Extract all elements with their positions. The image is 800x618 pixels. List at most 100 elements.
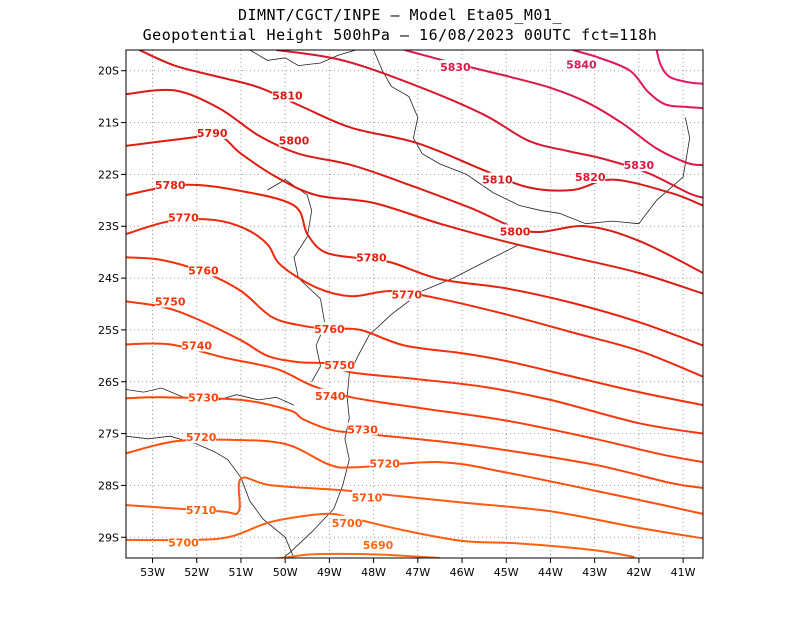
x-tick-label: 53W: [140, 566, 165, 579]
y-tick-label: 23S: [98, 220, 119, 233]
contour-label-bg: [272, 88, 303, 102]
contour-label-bg: [351, 490, 382, 504]
x-tick-label: 46W: [450, 566, 475, 579]
contour-label-5690: 5690: [363, 539, 394, 552]
contour-line-5770: [126, 218, 703, 378]
x-tick-label: 51W: [229, 566, 254, 579]
contour-label-5720: 5720: [369, 458, 400, 471]
contour-label-5780: 5780: [356, 251, 387, 264]
contour-line-5820: [276, 50, 703, 199]
contour-label-bg: [500, 224, 531, 238]
contour-label-5820: 5820: [575, 171, 606, 184]
contour-label-5780: 5780: [155, 179, 186, 192]
contour-label-5810: 5810: [482, 174, 513, 187]
contour-label-bg: [186, 430, 217, 444]
coastline-segment: [240, 477, 295, 558]
contour-label-5730: 5730: [347, 423, 378, 436]
contour-label-bg: [279, 133, 310, 147]
chart-title-line1: DIMNT/CGCT/INPE – Model Eta05_M01_: [237, 6, 563, 24]
coastline-segment: [267, 179, 326, 382]
contour-label-5700: 5700: [168, 536, 199, 549]
y-tick-label: 29S: [98, 531, 119, 544]
contour-label-bg: [575, 170, 606, 183]
contour-line-5800: [126, 88, 703, 274]
contour-line-5850: [655, 50, 703, 85]
contour-line-5720: [126, 438, 703, 515]
contour-label-5830: 5830: [440, 61, 471, 74]
contour-label-5710: 5710: [352, 491, 383, 504]
x-tick-label: 45W: [494, 566, 519, 579]
contour-line-5730: [126, 396, 703, 489]
contour-label-bg: [347, 422, 378, 436]
y-tick-label: 24S: [98, 272, 119, 285]
contour-label-bg: [181, 338, 212, 352]
contour-label-bg: [186, 502, 217, 516]
contour-label-5770: 5770: [168, 211, 199, 224]
coastline-segment: [373, 50, 691, 225]
x-tick-label: 41W: [671, 566, 696, 579]
x-tick-label: 43W: [582, 566, 607, 579]
contour-label-5750: 5750: [324, 359, 355, 372]
y-tick-label: 25S: [98, 324, 119, 337]
contour-line-5690: [263, 552, 440, 558]
contour-line-5710: [126, 476, 703, 540]
contour-label-bg: [482, 172, 513, 186]
contour-label-bg: [315, 388, 346, 402]
contour-label-bg: [623, 158, 654, 172]
contour-label-5760: 5760: [188, 264, 219, 277]
contour-label-bg: [188, 263, 219, 277]
contour-label-5750: 5750: [155, 295, 186, 308]
contour-label-5790: 5790: [197, 127, 228, 140]
contour-label-5800: 5800: [279, 135, 310, 148]
axis-ticks: 53W 52W 51W 50W 49W 48W 47W 46W 45W 44W 43W 42W 41W 2…: [98, 65, 696, 579]
contour-label-bg: [188, 390, 219, 404]
x-tick-label: 49W: [317, 566, 342, 579]
contour-label-bg: [440, 60, 471, 74]
contour-label-5740: 5740: [181, 339, 212, 352]
coastline-segment: [249, 50, 357, 67]
contour-label-bg: [356, 250, 387, 264]
contour-label-bg: [566, 57, 597, 71]
y-tick-label: 28S: [98, 479, 119, 492]
contour-line-5760: [126, 256, 703, 407]
height-contours: [126, 50, 703, 558]
chart-title-line2: Geopotential Height 500hPa – 16/08/2023 …: [142, 26, 658, 44]
contour-label-bg: [155, 177, 186, 191]
y-tick-label: 22S: [98, 168, 119, 181]
contour-label-bg: [363, 538, 394, 552]
contour-label-bg: [197, 125, 228, 139]
contour-label-bg: [324, 358, 355, 372]
contour-label-5710: 5710: [186, 504, 217, 517]
contour-label-5740: 5740: [315, 390, 346, 403]
contour-label-5800: 5800: [500, 225, 531, 238]
contour-label-bg: [369, 456, 400, 470]
x-tick-label: 44W: [538, 566, 563, 579]
contour-label-bg: [155, 294, 186, 308]
contour-label-5700: 5700: [332, 517, 363, 530]
contour-line-5750: [126, 300, 703, 435]
contour-label-bg: [168, 210, 199, 224]
contour-label-5760: 5760: [314, 323, 345, 336]
contour-label-bg: [314, 321, 345, 335]
contour-label-5830: 5830: [624, 159, 655, 172]
contour-line-5740: [126, 342, 703, 464]
contour-line-5840: [572, 50, 703, 110]
contour-line-5810: [138, 50, 703, 207]
contour-label-bg: [332, 515, 363, 529]
coastline-segment: [126, 435, 242, 478]
x-tick-label: 50W: [273, 566, 298, 579]
contour-label-5840: 5840: [566, 59, 597, 72]
x-tick-label: 52W: [184, 566, 209, 579]
plot-frame: [125, 49, 704, 559]
contour-label-5810: 5810: [272, 90, 303, 103]
x-tick-label: 42W: [626, 566, 651, 579]
y-tick-label: 27S: [98, 428, 119, 441]
contour-label-5770: 5770: [391, 289, 422, 302]
y-tick-label: 26S: [98, 376, 119, 389]
contour-label-bg: [168, 535, 199, 549]
contour-label-5720: 5720: [186, 431, 217, 444]
x-tick-label: 48W: [361, 566, 386, 579]
contour-labels: 5690570057005710571057205720573057305740…: [155, 57, 655, 552]
contour-label-5730: 5730: [188, 391, 219, 404]
